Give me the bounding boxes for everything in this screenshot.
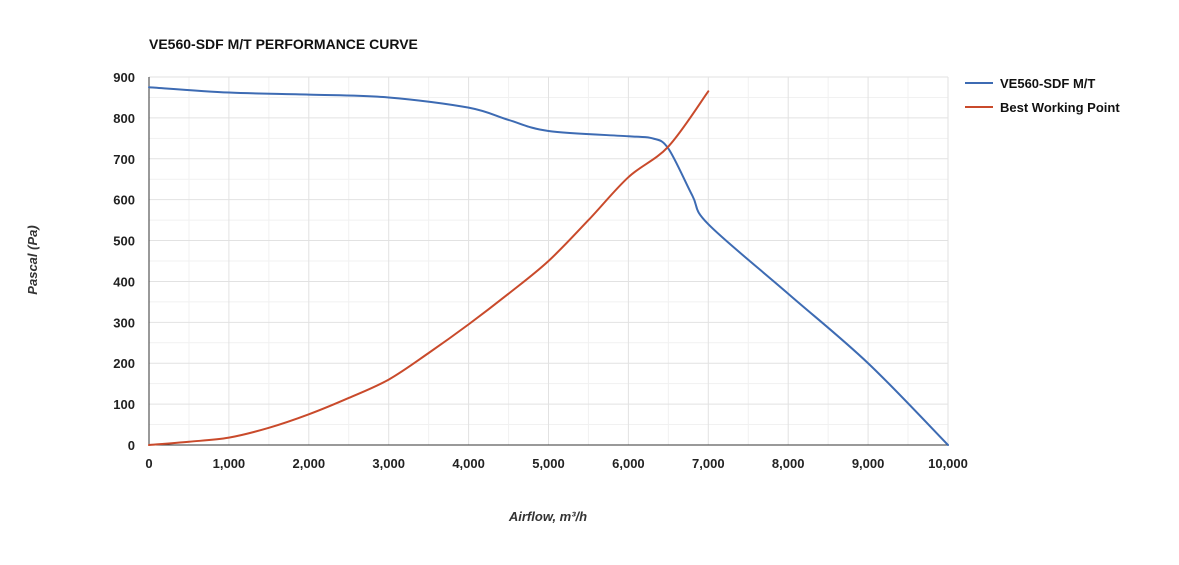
x-tick-label: 4,000: [452, 456, 485, 471]
x-tick-label: 10,000: [928, 456, 968, 471]
y-tick-label: 800: [113, 111, 135, 126]
x-tick-label: 6,000: [612, 456, 645, 471]
x-tick-label: 7,000: [692, 456, 725, 471]
y-tick-label: 500: [113, 234, 135, 249]
x-tick-label: 0: [145, 456, 152, 471]
x-tick-label: 3,000: [372, 456, 405, 471]
legend: VE560-SDF M/T Best Working Point: [965, 76, 1120, 115]
y-tick-label: 900: [113, 70, 135, 85]
y-tick-label: 200: [113, 356, 135, 371]
x-tick-label: 5,000: [532, 456, 565, 471]
y-tick-label: 300: [113, 315, 135, 330]
y-tick-labels: 0 100 200 300 400 500 600 700 800 900: [113, 70, 135, 453]
chart-title: VE560-SDF M/T PERFORMANCE CURVE: [149, 36, 418, 52]
x-tick-label: 8,000: [772, 456, 805, 471]
y-tick-label: 700: [113, 152, 135, 167]
legend-label-0: VE560-SDF M/T: [1000, 76, 1095, 91]
x-tick-labels: 0 1,000 2,000 3,000 4,000 5,000 6,000 7,000 8,00…: [145, 456, 968, 471]
x-axis-title: Airflow, m³/h: [508, 509, 587, 524]
y-axis-title: Pascal (Pa): [25, 225, 40, 294]
y-tick-label: 600: [113, 193, 135, 208]
x-tick-label: 1,000: [213, 456, 246, 471]
series-lines: [148, 86, 949, 446]
series-line-0: [148, 86, 949, 446]
grid: [149, 76, 949, 445]
axes: [148, 77, 948, 446]
series-line-1: [148, 90, 710, 446]
x-tick-label: 2,000: [293, 456, 326, 471]
y-tick-label: 400: [113, 274, 135, 289]
legend-label-1: Best Working Point: [1000, 100, 1120, 115]
x-tick-label: 9,000: [852, 456, 885, 471]
y-tick-label: 100: [113, 397, 135, 412]
y-tick-label: 0: [128, 438, 135, 453]
